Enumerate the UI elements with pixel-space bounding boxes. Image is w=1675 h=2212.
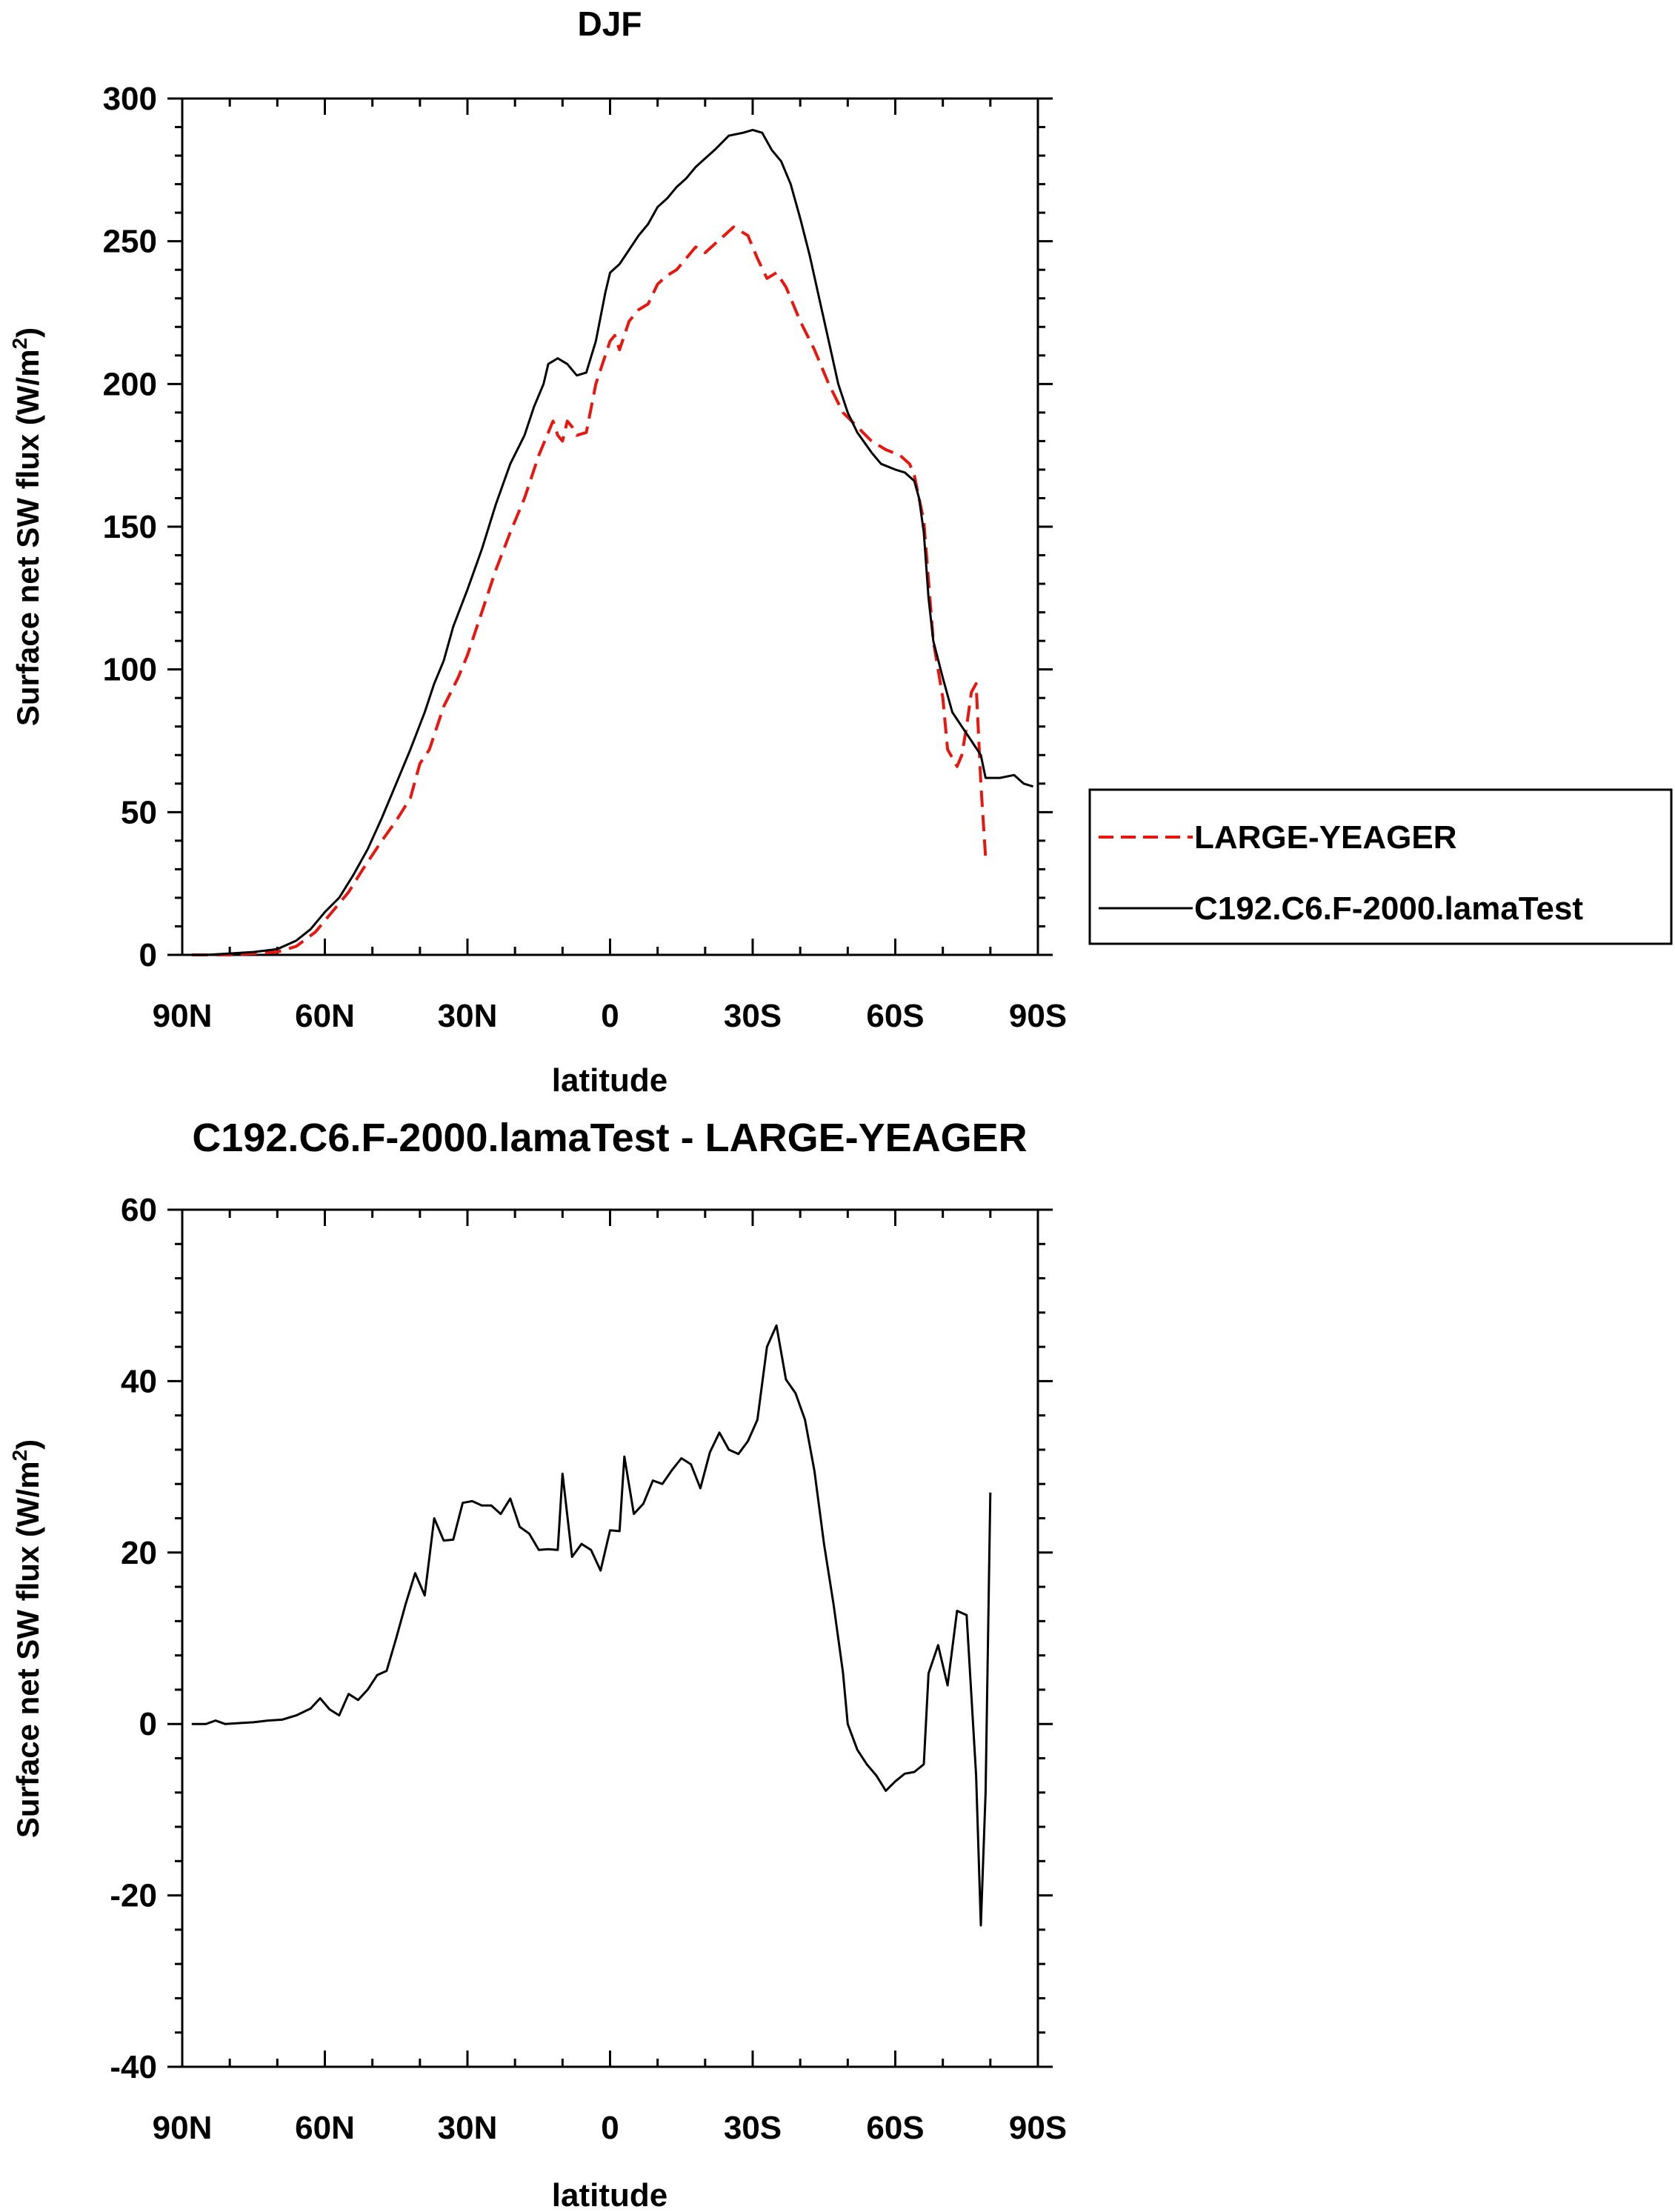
legend-label-model: C192.C6.F-2000.lamaTest (1194, 890, 1583, 927)
x-tick-label-top: 0 (601, 998, 619, 1034)
series-line-top-1 (191, 128, 1034, 956)
x-tick-label-bottom: 0 (601, 2110, 619, 2146)
x-tick-label-top: 30N (438, 998, 498, 1034)
ticks-bottom: 90N 60N 30N 0 30S 60S 90S -40 -20 0 20 40 60 (110, 1192, 1067, 2146)
y-tick-label-top: 0 (139, 937, 157, 973)
x-tick-label-top: 90S (1009, 998, 1067, 1034)
series-line-top-0 (191, 225, 988, 956)
x-tick-label-top: 60N (295, 998, 355, 1034)
y-axis-label-top: Surface net SW flux (W/m2) (8, 327, 45, 726)
x-tick-label-bottom: 30N (438, 2110, 498, 2146)
y-axis-label-bottom-main: Surface net SW flux (W/m (10, 1461, 45, 1838)
x-axis-label-bottom: latitude (552, 2177, 667, 2212)
plot-frame-bottom (181, 1208, 1039, 2068)
y-tick-label-bottom: 0 (139, 1706, 157, 1742)
chart-title-bottom: C192.C6.F-2000.lamaTest - LARGE-YEAGER (192, 1116, 1027, 1160)
y-tick-label-bottom: -20 (110, 1878, 157, 1914)
legend: LARGE-YEAGER C192.C6.F-2000.lamaTest (1088, 788, 1673, 945)
y-tick-label-bottom: 40 (121, 1363, 157, 1399)
series-line-bottom-0 (191, 1324, 992, 1927)
y-tick-label-top: 50 (121, 794, 157, 830)
y-tick-label-bottom: 20 (121, 1535, 157, 1571)
chart-title-top: DJF (578, 4, 642, 43)
y-axis-label-top-close: ) (10, 327, 45, 338)
chart-top: DJF 90N 60N 30N 0 30S 60S 90S 0 50 100 150 200 250 30… (8, 4, 1067, 1099)
y-axis-label-bottom: Surface net SW flux (W/m2) (8, 1439, 45, 1838)
y-tick-label-bottom: -40 (110, 2049, 157, 2085)
x-tick-label-bottom: 30S (724, 2110, 782, 2146)
chart-bottom: C192.C6.F-2000.lamaTest - LARGE-YEAGER 9… (8, 1116, 1067, 2212)
ticks-top: 90N 60N 30N 0 30S 60S 90S 0 50 100 150 200 250 300 (103, 81, 1068, 1034)
x-tick-label-top: 30S (724, 998, 782, 1034)
legend-box (1088, 788, 1673, 945)
y-axis-label-bottom-sup: 2 (8, 1450, 31, 1462)
y-axis-label-bottom-close: ) (10, 1439, 45, 1450)
y-tick-label-top: 200 (103, 366, 157, 402)
legend-label-large-yeager: LARGE-YEAGER (1194, 819, 1456, 856)
x-tick-label-bottom: 90N (153, 2110, 213, 2146)
x-tick-label-bottom: 60S (866, 2110, 924, 2146)
x-axis-label-top: latitude (552, 1062, 667, 1099)
x-tick-label-top: 60S (866, 998, 924, 1034)
y-tick-label-top: 300 (103, 81, 157, 117)
y-tick-label-bottom: 60 (121, 1192, 157, 1228)
series-bottom (191, 1324, 992, 1927)
plot-frame-top (181, 97, 1039, 956)
y-tick-label-top: 100 (103, 652, 157, 688)
y-tick-label-top: 150 (103, 509, 157, 545)
y-tick-label-top: 250 (103, 224, 157, 260)
x-tick-label-bottom: 60N (295, 2110, 355, 2146)
y-axis-label-top-sup: 2 (8, 338, 31, 350)
x-tick-label-top: 90N (153, 998, 213, 1034)
series-top (191, 128, 1034, 956)
x-tick-label-bottom: 90S (1009, 2110, 1067, 2146)
y-axis-label-top-main: Surface net SW flux (W/m (10, 349, 45, 726)
